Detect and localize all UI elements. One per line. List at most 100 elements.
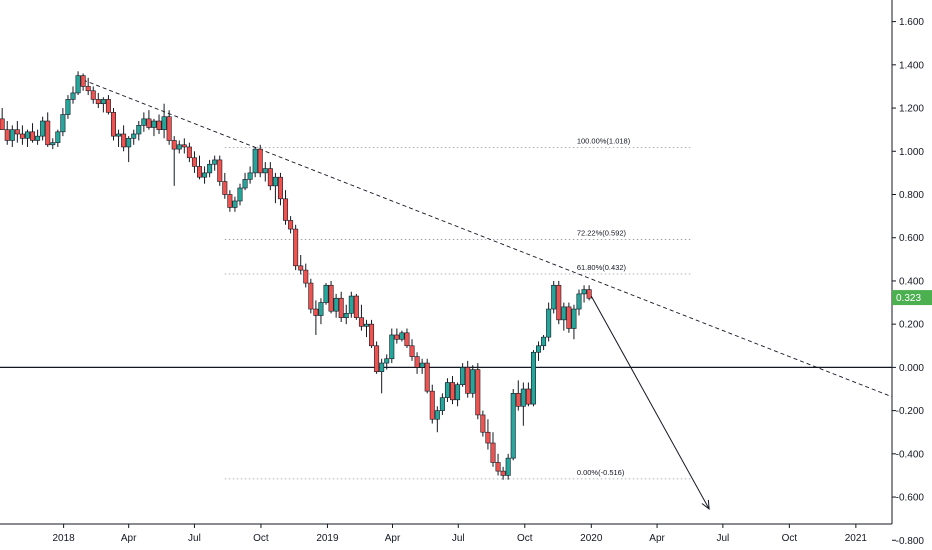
candle <box>510 388 516 461</box>
candle-body <box>480 414 486 433</box>
candle <box>257 144 263 178</box>
candle <box>358 304 364 331</box>
candle-body <box>525 388 531 405</box>
candle-body <box>409 345 415 357</box>
candle-body <box>485 431 491 444</box>
y-tick-label: -0.400 <box>896 449 925 460</box>
candle <box>288 216 294 234</box>
candle-body <box>95 99 101 105</box>
candle <box>465 360 471 398</box>
candle-body <box>505 457 511 476</box>
candle <box>470 365 476 398</box>
y-tick-label: 0.800 <box>899 190 924 201</box>
candle-body <box>374 345 380 373</box>
candle-body <box>9 129 15 141</box>
candle <box>45 112 51 147</box>
candle <box>131 129 137 145</box>
candle-body <box>389 334 395 360</box>
candle-body <box>217 159 223 182</box>
candle <box>525 382 531 407</box>
candle-body <box>14 129 20 135</box>
candle <box>389 328 395 364</box>
candle <box>318 298 324 325</box>
candle-body <box>116 133 122 137</box>
candle-body <box>576 293 582 310</box>
x-tick-label: 2018 <box>52 533 75 544</box>
candle <box>70 86 76 104</box>
y-tick-label: 1.000 <box>899 147 924 158</box>
candle <box>444 378 450 402</box>
candle <box>166 110 172 145</box>
candle-body <box>465 367 471 394</box>
y-tick-label: -0.600 <box>896 493 925 504</box>
candle <box>581 285 587 303</box>
candle-body <box>207 163 213 174</box>
x-tick-label: Jul <box>452 533 465 544</box>
candle-body <box>384 358 390 364</box>
candle <box>136 121 142 141</box>
candle <box>480 410 486 437</box>
candle <box>414 352 420 374</box>
candle-body <box>394 334 400 340</box>
candle <box>80 73 86 91</box>
y-tick-label: 0.200 <box>899 320 924 331</box>
candle <box>490 432 496 467</box>
candle <box>75 71 81 96</box>
candle-body <box>450 382 456 401</box>
candle-body <box>105 99 111 113</box>
candle-body <box>283 198 289 221</box>
candle-body <box>232 200 238 208</box>
candle <box>530 350 536 407</box>
projection-arrow <box>590 295 710 510</box>
candle-body <box>541 336 547 347</box>
candle-body <box>202 172 208 178</box>
x-tick-label: Oct <box>253 533 269 544</box>
candle-body <box>45 120 51 146</box>
candle-body <box>303 269 309 284</box>
candle <box>95 92 101 109</box>
candle-body <box>222 181 228 195</box>
candle-body <box>80 75 86 87</box>
candle <box>121 125 127 152</box>
candle-body <box>586 289 592 299</box>
x-tick-label: Oct <box>517 533 533 544</box>
candle <box>546 302 552 342</box>
candle <box>495 453 501 476</box>
candle-body <box>343 313 349 318</box>
candle <box>277 172 283 206</box>
candle-body <box>298 265 304 271</box>
candle <box>394 328 400 344</box>
candle <box>419 358 425 374</box>
candle-body <box>131 133 137 139</box>
candle-body <box>212 159 218 165</box>
candle <box>374 341 380 374</box>
candle-body <box>475 369 481 416</box>
candle <box>186 142 192 163</box>
candle-body <box>19 133 25 139</box>
candle <box>348 291 354 318</box>
candle <box>283 190 289 225</box>
candle-body <box>121 133 127 148</box>
candle <box>303 263 309 288</box>
candle-body <box>90 90 96 100</box>
candle <box>541 334 547 351</box>
candle <box>90 86 96 104</box>
candle-body <box>85 86 91 92</box>
candle-body <box>60 114 66 133</box>
y-tick-label: 1.600 <box>899 17 924 28</box>
candle-body <box>110 112 116 137</box>
candle-body <box>146 118 152 128</box>
x-tick-label: Oct <box>782 533 798 544</box>
candle-body <box>50 142 56 146</box>
candle <box>369 319 375 348</box>
candle-body <box>571 308 577 329</box>
candle <box>586 285 592 301</box>
candle-body <box>429 390 435 420</box>
candle <box>247 166 253 184</box>
candle-body <box>520 388 526 407</box>
candle <box>551 280 557 314</box>
candle <box>237 183 243 206</box>
fib-level-label: 100.00%(1.018) <box>577 136 631 145</box>
